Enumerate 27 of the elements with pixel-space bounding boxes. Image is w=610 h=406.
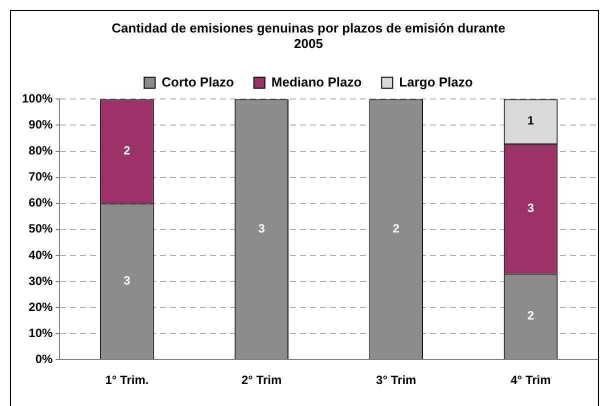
legend-label: Corto Plazo [162,74,234,90]
annotation: 1 [527,114,534,128]
y-tick-label: 90% [28,118,54,132]
y-tick-label: 50% [28,222,54,236]
y-tick-label: 20% [28,300,54,314]
x-tick-label: 3° Trim [376,373,416,388]
x-tick-label: 4° Trim [510,373,551,388]
y-tick-label: 80% [28,144,54,158]
x-tick-label: 1° Trim. [105,373,149,388]
legend-label: Largo Plazo [399,74,473,90]
y-tick-label: 70% [28,170,54,184]
y-tick-label: 40% [28,248,54,262]
x-tick-label: 2° Trim [241,373,282,388]
annotation: 2 [124,144,131,158]
y-tick-label: 60% [28,196,54,210]
legend-label: Mediano Plazo [271,74,362,90]
annotation: 3 [527,200,534,215]
annotation: 3 [124,274,131,288]
text: Cantidad de emisiones genuinas por plazos de emisión durante [112,20,506,36]
annotation: 2 [527,308,534,323]
annotation: 3 [258,221,266,236]
y-tick-label: 10% [28,326,54,340]
y-tick-label: 0% [35,352,54,366]
annotation: 2 [392,221,400,236]
y-tick-label: 100% [22,92,54,106]
y-tick-label: 30% [28,274,54,288]
text: 2005 [294,36,323,51]
